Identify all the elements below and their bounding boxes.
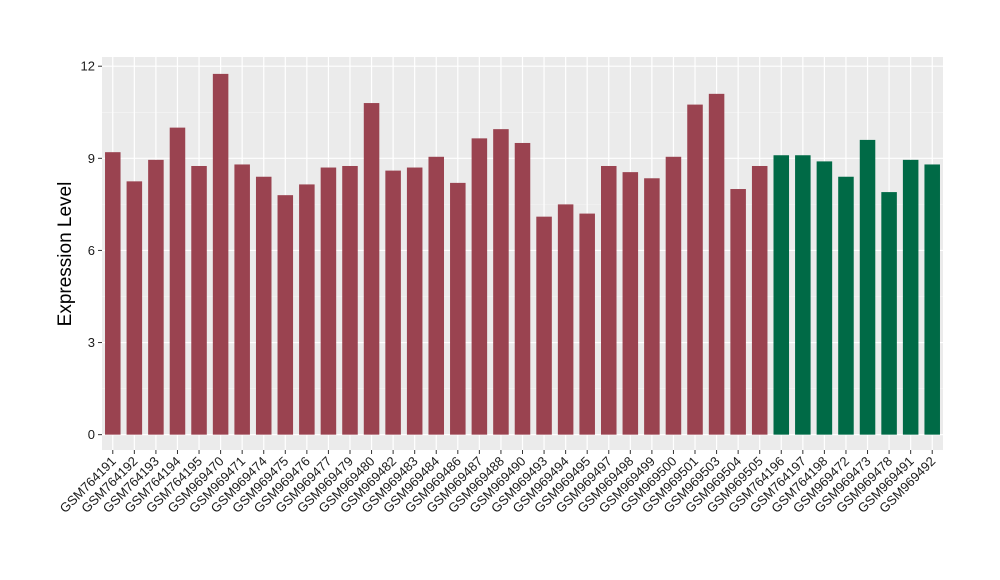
y-tick-label: 9 [88, 151, 95, 166]
bar-GSM969471 [234, 164, 250, 435]
bar-GSM969494 [557, 204, 574, 435]
bar-GSM764194 [169, 127, 186, 435]
y-axis: 0 3 6 9 12 [81, 59, 102, 442]
bar-GSM969476 [299, 184, 315, 435]
y-tick-label: 3 [88, 335, 95, 350]
bar-GSM969478 [881, 192, 897, 435]
bar-GSM764198 [816, 161, 833, 435]
bar-GSM969504 [730, 189, 746, 435]
bar-GSM969498 [622, 172, 639, 435]
bar-GSM969505 [751, 165, 768, 435]
bar-GSM764193 [148, 159, 164, 435]
y-tick-label: 0 [88, 427, 95, 442]
bar-GSM969487 [471, 138, 488, 435]
bar-GSM969490 [514, 142, 531, 435]
bar-GSM969472 [838, 176, 854, 435]
bar-GSM969493 [536, 216, 552, 435]
bar-GSM969483 [406, 167, 423, 435]
bar-GSM764197 [795, 155, 811, 435]
x-axis: GSM764191GSM764192GSM764193GSM764194GSM7… [57, 450, 938, 516]
y-tick-label: 12 [81, 59, 95, 74]
bar-GSM764195 [191, 165, 207, 435]
bar-GSM969480 [363, 103, 380, 435]
bar-GSM969482 [385, 170, 401, 435]
bar-GSM969495 [579, 213, 595, 435]
y-axis-title: Expression Level [55, 182, 76, 327]
bar-GSM969475 [277, 195, 294, 435]
bar-GSM969497 [600, 165, 617, 435]
bar-GSM969503 [708, 93, 725, 435]
bar-GSM969492 [924, 164, 940, 435]
bar-GSM764192 [126, 181, 143, 435]
bar-GSM969491 [902, 159, 919, 435]
bar-GSM969486 [450, 182, 466, 435]
bars [105, 73, 940, 435]
bar-GSM764196 [773, 155, 790, 435]
bar-GSM969479 [342, 165, 358, 435]
bar-GSM969474 [255, 176, 272, 435]
bar-GSM969470 [212, 73, 229, 435]
y-tick-label: 6 [88, 243, 95, 258]
bar-GSM969501 [687, 104, 703, 435]
bar-GSM969473 [859, 139, 876, 435]
bar-GSM969477 [320, 167, 337, 435]
bar-GSM764191 [105, 152, 121, 435]
bar-GSM969488 [493, 129, 509, 435]
bar-GSM969500 [665, 156, 682, 435]
bar-GSM969499 [644, 178, 660, 435]
bar-GSM969484 [428, 156, 445, 435]
